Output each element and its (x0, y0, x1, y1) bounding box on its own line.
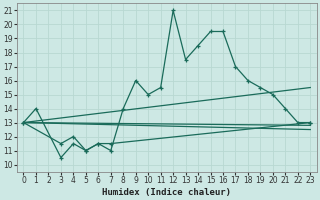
X-axis label: Humidex (Indice chaleur): Humidex (Indice chaleur) (102, 188, 231, 197)
